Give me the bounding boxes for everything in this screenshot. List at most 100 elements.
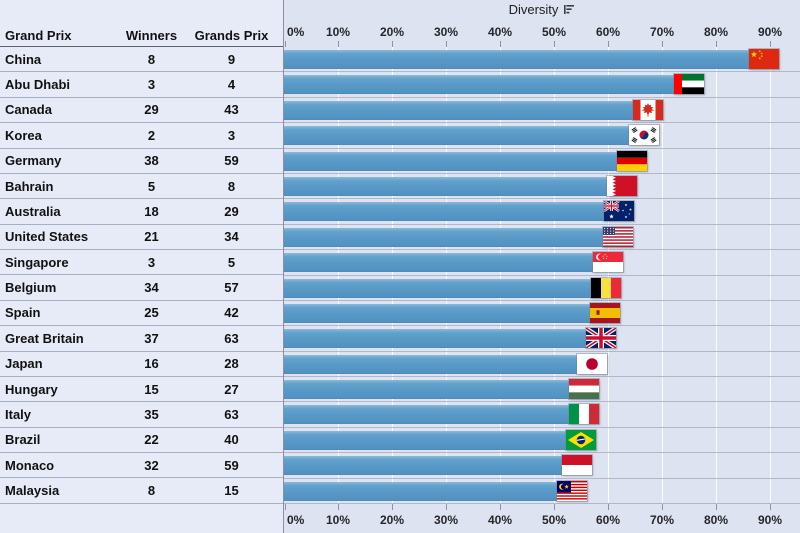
australia-flag-icon[interactable] (604, 201, 635, 222)
bar-row (284, 149, 800, 174)
sort-descending-icon[interactable] (563, 3, 575, 18)
winners-value: 18 (144, 203, 159, 219)
grands-prix-value: 43 (224, 102, 239, 118)
winners-value: 21 (144, 229, 159, 245)
column-header-grands-prix[interactable]: Grands Prix (194, 28, 269, 43)
axis-tick-label: 0% (287, 513, 305, 527)
bar-row (284, 225, 800, 251)
gridline (608, 47, 609, 505)
grand-prix-name: Brazil (5, 432, 41, 448)
diversity-bar[interactable] (284, 202, 620, 222)
grands-prix-value: 28 (224, 356, 239, 372)
axis-tick-label: 70% (649, 25, 675, 39)
grands-prix-value: 29 (224, 203, 239, 219)
diversity-bar[interactable] (284, 151, 632, 171)
table-row: Bahrain 5 8 (0, 173, 283, 200)
axis-tick-label: 80% (703, 513, 729, 527)
bahrain-flag-icon[interactable] (606, 175, 637, 196)
winners-value: 5 (147, 178, 156, 194)
diversity-bar[interactable] (284, 100, 648, 120)
table-row: Japan 16 28 (0, 351, 283, 377)
canada-flag-icon[interactable] (632, 99, 663, 120)
gridline (716, 47, 717, 505)
grands-prix-value: 59 (224, 153, 239, 169)
axis-tick-label: 60% (595, 25, 621, 39)
belgium-flag-icon[interactable] (590, 277, 621, 298)
grand-prix-table: Grand Prix Winners Grands Prix China 8 9… (0, 0, 283, 533)
diversity-bar[interactable] (284, 253, 608, 273)
table-row: Australia 18 29 (0, 199, 283, 225)
usa-flag-icon[interactable] (602, 226, 633, 247)
uae-flag-icon[interactable] (674, 74, 704, 95)
diversity-bar[interactable] (284, 176, 622, 196)
bar-row (284, 428, 800, 454)
axis-tick (770, 41, 771, 47)
diversity-bar[interactable] (284, 430, 581, 450)
winners-value: 8 (147, 483, 156, 499)
bar-row (284, 479, 800, 505)
bar-row (284, 276, 800, 301)
winners-value: 3 (147, 254, 156, 270)
axis-tick (446, 504, 447, 510)
bar-row (284, 326, 800, 352)
spain-flag-icon[interactable] (590, 302, 621, 323)
axis-tick (500, 504, 501, 510)
diversity-bar[interactable] (284, 456, 577, 476)
china-flag-icon[interactable] (749, 49, 780, 69)
hungary-flag-icon[interactable] (569, 379, 600, 400)
japan-flag-icon[interactable] (577, 353, 608, 374)
grand-prix-name: Great Britain (5, 330, 84, 346)
monaco-flag-icon[interactable] (561, 455, 592, 476)
bar-row (284, 352, 800, 378)
winners-value: 38 (144, 153, 159, 169)
singapore-flag-icon[interactable] (593, 252, 623, 273)
axis-tick (662, 504, 663, 510)
gridline (392, 47, 393, 505)
axis-tick-label: 20% (379, 25, 405, 39)
chart-title[interactable]: Diversity (508, 2, 559, 17)
grand-prix-name: Spain (5, 305, 41, 321)
winners-value: 29 (144, 102, 159, 118)
axis-tick (285, 504, 286, 510)
diversity-bar[interactable] (284, 303, 606, 323)
axis-tick (446, 41, 447, 47)
table-row: Malaysia 8 15 (0, 478, 283, 504)
brazil-flag-icon[interactable] (566, 429, 596, 450)
south-korea-flag-icon[interactable] (629, 125, 660, 146)
diversity-bar[interactable] (284, 380, 585, 400)
bar-row (284, 123, 800, 149)
winners-value: 3 (147, 77, 156, 93)
axis-tick (554, 504, 555, 510)
grands-prix-value: 4 (227, 77, 236, 93)
diversity-bar[interactable] (284, 481, 572, 501)
diversity-bar[interactable] (284, 126, 645, 146)
grands-prix-value: 15 (224, 483, 239, 499)
column-header-grand-prix[interactable]: Grand Prix (5, 28, 72, 43)
bar-row (284, 377, 800, 403)
winners-value: 15 (144, 381, 159, 397)
malaysia-flag-icon[interactable] (556, 480, 587, 501)
diversity-bar[interactable] (284, 227, 618, 247)
bar-row (284, 98, 800, 124)
italy-flag-icon[interactable] (569, 404, 600, 425)
diversity-bar[interactable] (284, 75, 689, 95)
diversity-bar[interactable] (284, 354, 593, 374)
plot-area (284, 47, 800, 505)
axis-tick-label: 70% (649, 513, 675, 527)
winners-value: 35 (144, 406, 159, 422)
grand-prix-name: Germany (5, 153, 62, 169)
diversity-bar[interactable] (284, 50, 765, 69)
diversity-bar[interactable] (284, 405, 585, 425)
great-britain-flag-icon[interactable] (585, 328, 616, 349)
axis-tick (392, 41, 393, 47)
table-row: Brazil 22 40 (0, 427, 283, 453)
axis-tick-label: 60% (595, 513, 621, 527)
axis-tick (662, 41, 663, 47)
germany-flag-icon[interactable] (616, 150, 647, 171)
diversity-bar[interactable] (284, 329, 601, 349)
grand-prix-name: Belgium (5, 280, 57, 296)
diversity-bar[interactable] (284, 278, 606, 298)
grands-prix-value: 5 (227, 254, 236, 270)
grand-prix-name: Bahrain (5, 178, 54, 194)
column-header-winners[interactable]: Winners (125, 28, 178, 43)
